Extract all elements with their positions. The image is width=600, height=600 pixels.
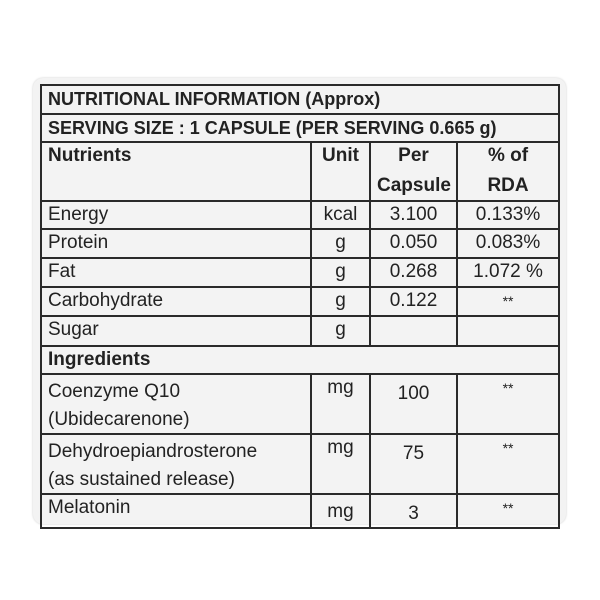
table-row: Carbohydrate g 0.122 ** xyxy=(40,286,561,317)
ingredients-header-row: Ingredients xyxy=(39,345,561,375)
nutrient-rda: 0.083% xyxy=(455,228,561,259)
nutrient-name: Energy xyxy=(40,200,312,230)
ingredient-per: 100 xyxy=(369,373,458,435)
table-row: Coenzyme Q10 (Ubidecarenone) mg 100 ** xyxy=(40,373,561,435)
table-row: Dehydroepiandrosterone (as sustained rele… xyxy=(40,433,561,495)
ingredient-name-line2: (Ubidecarenone) xyxy=(48,409,190,430)
nutrient-unit: g xyxy=(310,315,371,347)
ingredient-unit: mg xyxy=(310,373,371,435)
ingredient-unit: mg xyxy=(310,433,371,495)
nutrient-unit: g xyxy=(310,257,371,288)
header-row: Nutrients Unit Per Capsule % of RDA xyxy=(40,141,561,202)
header-rda: % of RDA xyxy=(455,141,561,202)
nutrient-name: Fat xyxy=(40,257,312,288)
header-per-capsule: Per Capsule xyxy=(369,141,458,202)
nutrient-name: Sugar xyxy=(40,315,312,347)
nutrient-rda: ** xyxy=(455,286,561,317)
nutrient-name: Carbohydrate xyxy=(40,286,312,317)
ingredient-rda: ** xyxy=(455,373,561,435)
nutrient-unit: kcal xyxy=(310,200,371,230)
ingredient-rda: ** xyxy=(455,433,561,495)
title-row: NUTRITIONAL INFORMATION (Approx) xyxy=(39,84,561,115)
nutrient-per: 0.050 xyxy=(369,228,458,259)
nutrient-rda: 1.072 % xyxy=(455,257,561,288)
header-capsule: Capsule xyxy=(377,175,451,196)
table-row: Energy kcal 3.100 0.133% xyxy=(40,200,561,230)
nutrient-unit: g xyxy=(310,286,371,317)
nutrient-rda xyxy=(455,315,561,347)
nutrient-unit: g xyxy=(310,228,371,259)
ingredient-name: Dehydroepiandrosterone (as sustained rele… xyxy=(40,433,312,495)
table-row: Fat g 0.268 1.072 % xyxy=(40,257,561,288)
header-percent-of: % of xyxy=(487,145,529,166)
ingredient-per: 75 xyxy=(369,433,458,495)
table-row: Sugar g xyxy=(40,315,561,347)
table-row: Protein g 0.050 0.083% xyxy=(40,228,561,259)
ingredients-header: Ingredients xyxy=(39,345,561,375)
ingredient-unit: mg xyxy=(310,493,371,529)
serving-size: SERVING SIZE : 1 CAPSULE (PER SERVING 0.… xyxy=(39,113,561,143)
header-rda-label: RDA xyxy=(487,175,529,196)
nutrient-per: 0.122 xyxy=(369,286,458,317)
header-nutrients: Nutrients xyxy=(40,141,312,202)
ingredient-name: Melatonin xyxy=(40,493,312,529)
nutrient-rda: 0.133% xyxy=(455,200,561,230)
nutrient-per: 3.100 xyxy=(369,200,458,230)
ingredient-name-line2: (as sustained release) xyxy=(48,469,235,490)
ingredient-per: 3 xyxy=(369,493,458,529)
table-row: Melatonin mg 3 ** xyxy=(40,493,561,529)
nutrient-per xyxy=(369,315,458,347)
nutrient-per: 0.268 xyxy=(369,257,458,288)
header-per: Per xyxy=(398,145,429,166)
ingredient-name: Coenzyme Q10 (Ubidecarenone) xyxy=(40,373,312,435)
serving-row: SERVING SIZE : 1 CAPSULE (PER SERVING 0.… xyxy=(39,113,561,143)
nutrition-table: NUTRITIONAL INFORMATION (Approx) SERVING… xyxy=(39,84,561,529)
nutrient-name: Protein xyxy=(40,228,312,259)
ingredient-name-line1: Dehydroepiandrosterone xyxy=(48,441,258,462)
ingredient-rda: ** xyxy=(455,493,561,529)
header-unit: Unit xyxy=(310,141,371,202)
table-title: NUTRITIONAL INFORMATION (Approx) xyxy=(39,84,561,115)
ingredient-name-line1: Coenzyme Q10 xyxy=(48,381,181,402)
